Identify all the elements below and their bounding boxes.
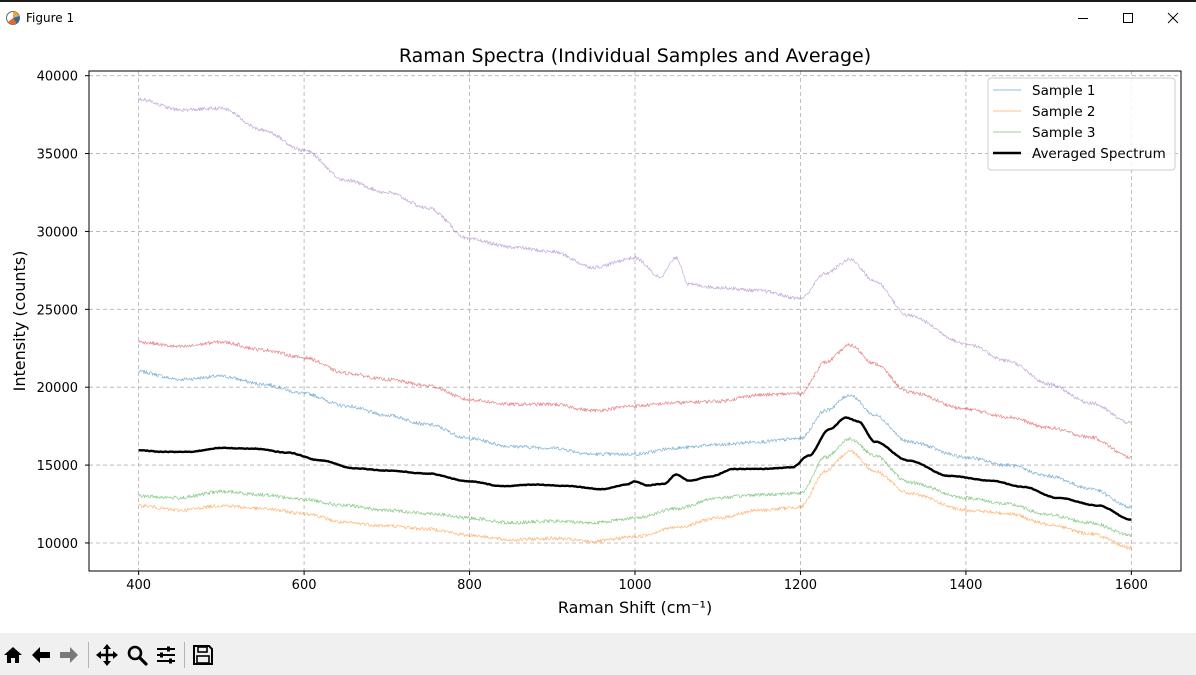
window-top-border: [0, 0, 1196, 2]
close-button[interactable]: [1150, 2, 1196, 34]
toolbar-separator: [88, 642, 89, 668]
configure-subplots-icon: [157, 646, 175, 664]
home-icon: [4, 647, 22, 663]
matplotlib-app-icon: [6, 11, 20, 25]
x-axis-label: Raman Shift (cm⁻¹): [558, 598, 712, 617]
legend-box: [987, 77, 1176, 171]
window-title-bar: Figure 1: [0, 2, 1196, 34]
series-line-4: [138, 340, 1132, 459]
ticks: 400 600 800 1000 1200 1400 1600 10000 15000 20000…: [37, 70, 1148, 593]
forward-button[interactable]: [56, 642, 82, 668]
y-tick-label: 30000: [37, 225, 78, 240]
series-line-3: [138, 437, 1132, 538]
y-tick-label: 15000: [37, 459, 78, 474]
x-tick-label: 1600: [1115, 578, 1148, 593]
grid: [89, 71, 1181, 571]
zoom-button[interactable]: [124, 642, 150, 668]
y-tick-label: 20000: [37, 381, 78, 396]
minimize-button[interactable]: [1060, 2, 1106, 34]
x-tick-label: 600: [292, 578, 317, 593]
legend-label: Averaged Spectrum: [1032, 146, 1166, 162]
y-tick-label: 10000: [37, 537, 78, 552]
save-icon: [193, 645, 213, 665]
x-tick-label: 1200: [784, 578, 817, 593]
y-axis-label: Intensity (counts): [10, 251, 29, 392]
back-icon: [32, 647, 50, 663]
zoom-icon: [127, 645, 148, 666]
pan-icon: [96, 644, 118, 666]
configure-subplots-button[interactable]: [153, 642, 179, 668]
minimize-icon: [1078, 18, 1088, 19]
series-line-5: [138, 97, 1132, 425]
legend-label: Sample 3: [1032, 125, 1096, 141]
maximize-icon: [1123, 13, 1133, 23]
legend-label: Sample 1: [1032, 83, 1096, 99]
series-line-1: [138, 369, 1132, 509]
series-layer: [138, 97, 1132, 550]
chart-title: Raman Spectra (Individual Samples and Av…: [399, 45, 871, 67]
save-button[interactable]: [190, 642, 216, 668]
x-tick-label: 1000: [618, 578, 651, 593]
forward-icon: [60, 647, 78, 663]
legend: Sample 1 Sample 2 Sample 3 Averaged Spectru…: [987, 77, 1176, 171]
y-tick-label: 25000: [37, 303, 78, 318]
back-button[interactable]: [28, 642, 54, 668]
toolbar-separator: [184, 642, 185, 668]
window-title: Figure 1: [26, 11, 75, 25]
y-tick-label: 40000: [37, 70, 78, 85]
close-icon: [1167, 12, 1179, 24]
chart: 400 600 800 1000 1200 1400 1600 10000 15000 20000…: [10, 45, 1182, 617]
navigation-toolbar: [0, 633, 1196, 675]
maximize-button[interactable]: [1105, 2, 1151, 34]
pan-button[interactable]: [94, 642, 120, 668]
home-button[interactable]: [0, 642, 26, 668]
x-tick-label: 800: [457, 578, 482, 593]
x-tick-label: 1400: [949, 578, 982, 593]
x-tick-label: 400: [126, 578, 151, 593]
y-tick-label: 35000: [37, 148, 78, 163]
legend-label: Sample 2: [1032, 104, 1096, 120]
series-line-6: [138, 416, 1132, 521]
series-line-2: [138, 449, 1132, 550]
